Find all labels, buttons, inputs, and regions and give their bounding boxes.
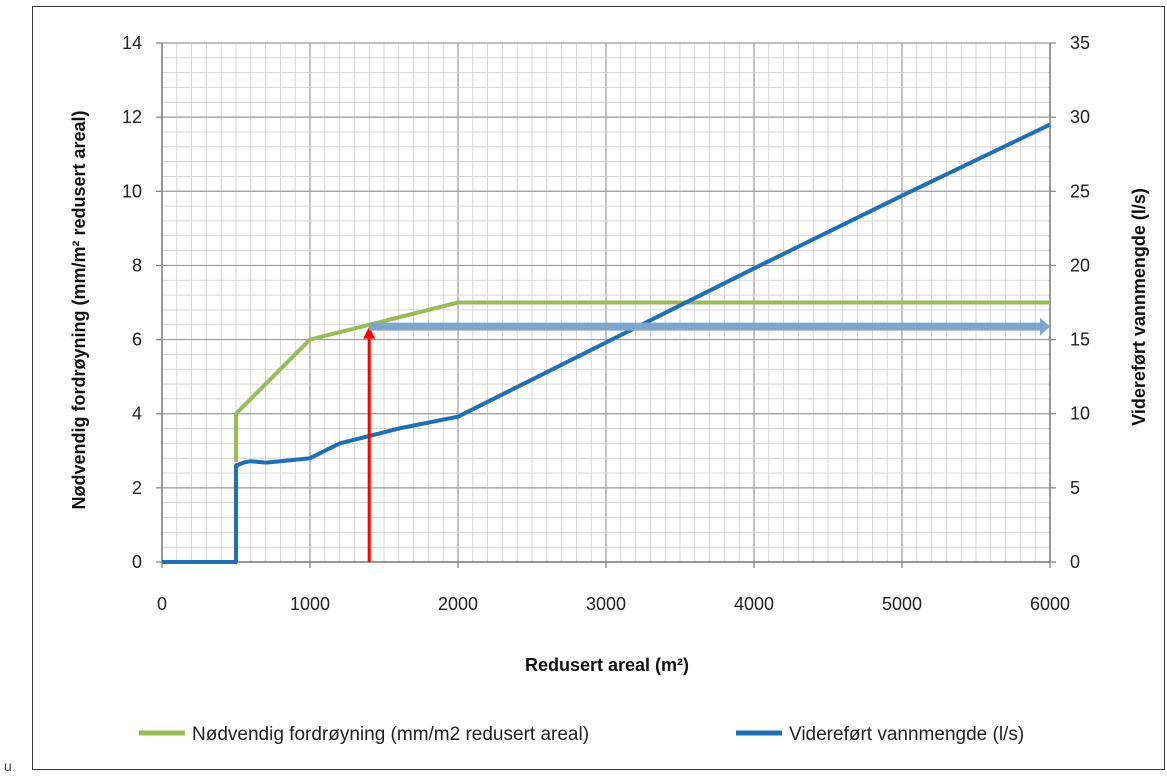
y-left-tick-label: 0 <box>132 552 142 572</box>
y-right-tick-label: 0 <box>1070 552 1080 572</box>
chart: 0 1000 2000 3000 4000 5000 6000 0 2 4 6 8 10 12 14 0 5 10… <box>69 33 1149 745</box>
annotation-arrow-head <box>363 326 376 339</box>
x-tick-label: 1000 <box>290 594 330 614</box>
y-left-tick-label: 4 <box>132 404 142 424</box>
y-axis-right-title: Videreført vannmengde (l/s) <box>1129 188 1149 426</box>
y-left-tick-label: 10 <box>122 181 142 201</box>
y-left-tick-label: 2 <box>132 478 142 498</box>
y-right-tick-label: 15 <box>1070 330 1090 350</box>
series-line-fordroyning <box>234 300 1050 462</box>
legend-label-vannmengde: Videreført vannmengde (l/s) <box>789 724 1024 745</box>
chart-frame: 0 1000 2000 3000 4000 5000 6000 0 2 4 6 8 10 12 14 0 5 10… <box>32 6 1165 770</box>
y-right-tick-label: 10 <box>1070 404 1090 424</box>
series-line-vannmengde <box>162 122 1051 564</box>
annotations <box>363 317 1050 562</box>
y-axis-left-title: Nødvendig fordrøyning (mm/m² redusert ar… <box>69 110 89 509</box>
x-tick-label: 2000 <box>438 594 478 614</box>
y-left-tick-label: 14 <box>122 33 142 53</box>
y-right-tick-label: 25 <box>1070 181 1090 201</box>
x-tick-label: 0 <box>157 594 167 614</box>
y-left-tick-label: 12 <box>122 107 142 127</box>
series-lines <box>162 122 1051 564</box>
y-left-tick-label: 6 <box>132 330 142 350</box>
annotation-arrow-head <box>1040 317 1050 336</box>
x-tick-label: 4000 <box>734 594 774 614</box>
y-right-tick-label: 30 <box>1070 107 1090 127</box>
tick-labels: 0 1000 2000 3000 4000 5000 6000 0 2 4 6 8 10 12 14 0 5 10… <box>122 33 1090 614</box>
corner-mark: u <box>4 758 12 774</box>
annotation-arrow-vertical <box>363 326 376 562</box>
legend-label-fordroyning: Nødvendig fordrøyning (mm/m2 redusert ar… <box>192 724 589 745</box>
annotation-arrow-horizontal <box>369 317 1050 336</box>
x-tick-label: 3000 <box>586 594 626 614</box>
y-right-tick-label: 5 <box>1070 478 1080 498</box>
legend: Nødvendig fordrøyning (mm/m2 redusert ar… <box>139 724 1024 745</box>
y-left-tick-label: 8 <box>132 255 142 275</box>
y-right-tick-label: 20 <box>1070 255 1090 275</box>
y-right-tick-label: 35 <box>1070 33 1090 53</box>
x-tick-label: 6000 <box>1030 594 1070 614</box>
x-tick-label: 5000 <box>882 594 922 614</box>
x-axis-title: Redusert areal (m²) <box>525 655 689 675</box>
